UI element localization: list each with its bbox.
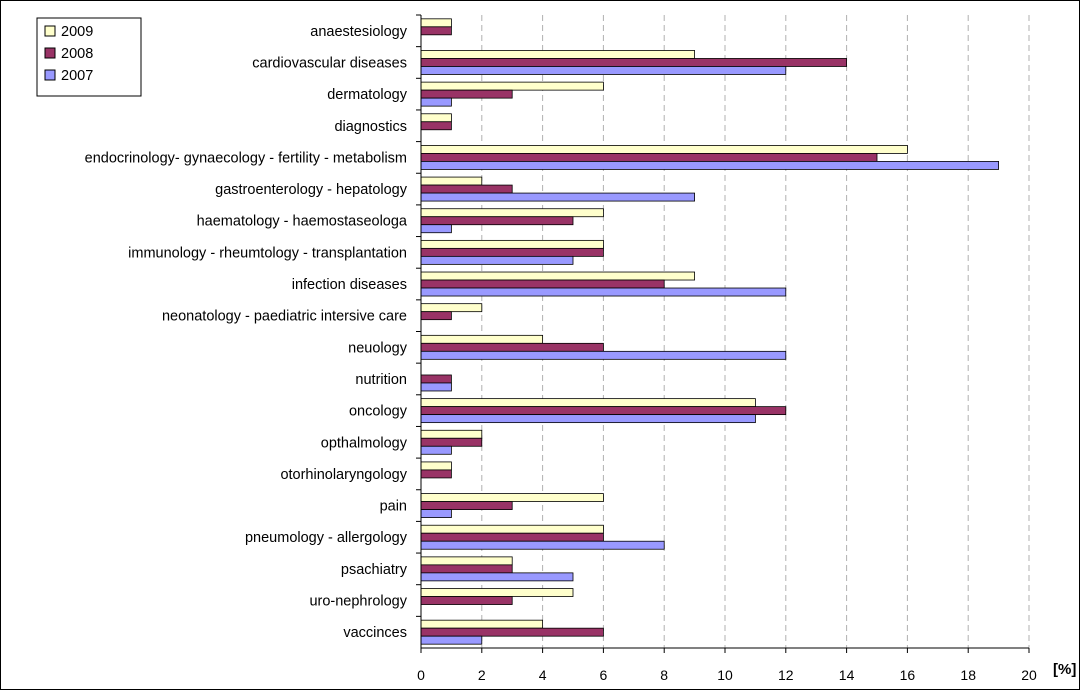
bar-haematology-haemostaseologa-2009 [420, 208, 604, 218]
bar-psachiatry-2009 [420, 556, 513, 566]
bar-pneumology-allergology-2008 [420, 532, 604, 542]
bar-psachiatry-2008 [420, 564, 513, 574]
bar-dermatology-2007 [420, 97, 452, 107]
bar-otorhinolaryngology-2008 [420, 469, 452, 479]
bar-haematology-haemostaseologa-2007 [420, 224, 452, 234]
legend-swatch-2009 [44, 25, 56, 37]
bar-infection-diseases-2009 [420, 271, 696, 281]
x-tick-label-14: 14 [839, 667, 855, 683]
category-label-oncology: oncology [349, 404, 408, 420]
category-label-nutrition: nutrition [355, 372, 407, 388]
category-label-anaestesiology: anaestesiology [310, 24, 407, 40]
x-tick-label-2: 2 [478, 667, 486, 683]
category-label-opthalmology: opthalmology [321, 435, 408, 451]
bar-pain-2009 [420, 493, 604, 502]
bar-dermatology-2008 [420, 89, 513, 99]
bar-psachiatry-2007 [420, 572, 574, 582]
x-tick-label-16: 16 [900, 667, 916, 683]
bar-endocrinology-gynaecology-fertility-metabolism-2007 [420, 161, 999, 170]
axes [420, 15, 1029, 649]
bar-cardiovascular-diseases-2007 [420, 66, 787, 75]
category-labels: anaestesiology cardiovascular diseases der… [85, 24, 408, 641]
legend-label-2007: 2007 [61, 68, 93, 84]
category-label-infection-diseases: infection diseases [292, 277, 407, 293]
category-label-immunology-rheumtology-transplantation: immunology - rheumtology - transplantati… [128, 245, 407, 261]
bar-immunology-rheumtology-transplantation-2009 [420, 239, 604, 249]
bar-opthalmology-2008 [420, 437, 483, 447]
bar-uro-nephrology-2008 [420, 596, 513, 605]
bar-haematology-haemostaseologa-2008 [420, 216, 574, 226]
bar-endocrinology-gynaecology-fertility-metabolism-2009 [420, 145, 908, 154]
bar-immunology-rheumtology-transplantation-2007 [420, 255, 574, 265]
x-tick-label-18: 18 [960, 667, 976, 683]
bar-neuology-2008 [420, 342, 604, 352]
category-label-neuology: neuology [348, 340, 408, 356]
category-label-gastroenterology-hepatology: gastroenterology - hepatology [215, 182, 408, 198]
category-label-diagnostics: diagnostics [334, 119, 407, 135]
x-tick-label-12: 12 [778, 667, 794, 683]
category-label-cardiovascular-diseases: cardiovascular diseases [252, 55, 407, 71]
bar-oncology-2009 [420, 398, 756, 408]
bar-opthalmology-2009 [420, 429, 483, 439]
legend-swatch-2008 [44, 47, 56, 59]
legend-label-2009: 2009 [61, 24, 93, 40]
bar-opthalmology-2007 [420, 445, 452, 455]
category-label-otorhinolaryngology: otorhinolaryngology [280, 467, 407, 483]
category-label-pneumology-allergology: pneumology - allergology [245, 530, 408, 546]
bar-pain-2008 [420, 501, 513, 510]
category-label-endocrinology-gynaecology-fertility-metabolism: endocrinology- gynaecology - fertility -… [85, 150, 407, 166]
x-tick-label-20: 20 [1021, 667, 1037, 683]
category-label-psachiatry: psachiatry [341, 562, 408, 578]
bar-anaestesiology-2008 [420, 26, 452, 36]
legend-swatch-2007 [44, 69, 56, 81]
bar-gastroenterology-hepatology-2007 [420, 192, 696, 202]
category-label-uro-nephrology: uro-nephrology [309, 594, 407, 610]
x-tick-label-6: 6 [600, 667, 608, 683]
bar-pain-2007 [420, 509, 452, 518]
x-tick-label-0: 0 [417, 667, 425, 683]
category-label-pain: pain [380, 499, 407, 515]
bar-vaccinces-2007 [420, 635, 483, 645]
bar-neonatology-paediatric-intersive-care-2009 [420, 303, 483, 313]
bar-dermatology-2009 [420, 81, 604, 91]
x-tick-labels: 0 2 4 6 8 10 12 14 16 18 20 [417, 667, 1037, 683]
bar-diagnostics-2008 [420, 121, 452, 131]
x-axis-title: [%] [1053, 661, 1076, 678]
bar-vaccinces-2009 [420, 619, 543, 629]
bar-oncology-2008 [420, 406, 787, 416]
x-tick-label-4: 4 [539, 667, 547, 683]
x-tick-label-8: 8 [660, 667, 668, 683]
bar-vaccinces-2008 [420, 627, 604, 637]
bar-infection-diseases-2007 [420, 287, 787, 297]
bar-neonatology-paediatric-intersive-care-2008 [420, 311, 452, 321]
bar-oncology-2007 [420, 414, 756, 424]
category-label-vaccinces: vaccinces [343, 625, 407, 641]
bar-neuology-2007 [420, 350, 787, 360]
bar-uro-nephrology-2009 [420, 588, 574, 597]
bar-gastroenterology-hepatology-2008 [420, 184, 513, 194]
bar-anaestesiology-2009 [420, 18, 452, 28]
grid-lines [416, 14, 1030, 653]
bar-pneumology-allergology-2007 [420, 540, 665, 550]
bar-pneumology-allergology-2009 [420, 524, 604, 534]
legend: 2009 2008 2007 [36, 17, 142, 97]
category-label-haematology-haemostaseologa: haematology - haemostaseologa [197, 214, 408, 230]
bar-nutrition-2007 [420, 382, 452, 392]
category-label-neonatology-paediatric-intersive-care: neonatology - paediatric intersive care [162, 309, 407, 325]
bar-infection-diseases-2008 [420, 279, 665, 289]
bar-diagnostics-2009 [420, 113, 452, 123]
category-label-dermatology: dermatology [327, 87, 408, 103]
x-tick-label-10: 10 [717, 667, 733, 683]
legend-label-2008: 2008 [61, 46, 93, 62]
bar-cardiovascular-diseases-2008 [420, 58, 848, 67]
bar-endocrinology-gynaecology-fertility-metabolism-2008 [420, 153, 878, 162]
bar-immunology-rheumtology-transplantation-2008 [420, 247, 604, 257]
bar-nutrition-2008 [420, 374, 452, 384]
bar-otorhinolaryngology-2009 [420, 461, 452, 471]
bar-gastroenterology-hepatology-2009 [420, 176, 483, 186]
bar-neuology-2009 [420, 334, 543, 344]
bar-cardiovascular-diseases-2009 [420, 50, 696, 59]
